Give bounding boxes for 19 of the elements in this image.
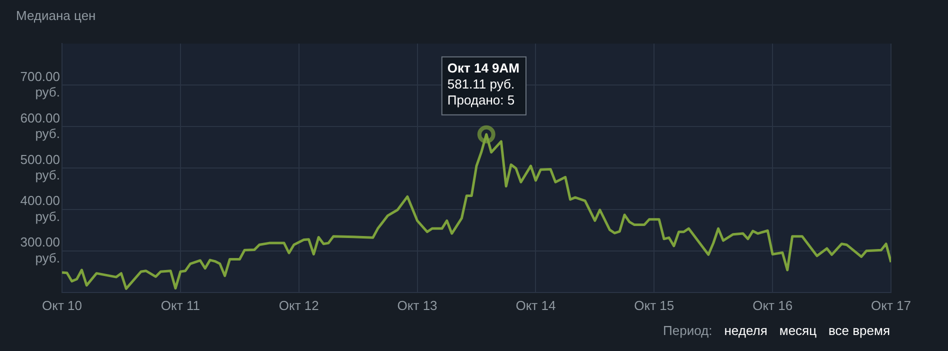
text: Период: <box>663 323 712 338</box>
text: все время <box>828 323 890 338</box>
text: неделя <box>724 323 768 338</box>
x-tick-label: Окт 14 <box>516 298 556 313</box>
y-tick-label: 400.00 руб. <box>20 193 60 224</box>
x-tick-label: Окт 12 <box>278 298 319 313</box>
y-tick-label: 700.00 руб. <box>20 68 60 100</box>
text: месяц <box>779 323 817 338</box>
x-tick-label: Окт 11 <box>160 298 200 313</box>
y-tick-label: 600.00 руб. <box>20 110 60 141</box>
x-tick-label: Окт 13 <box>397 298 438 313</box>
y-tick-label: 300.00 руб. <box>20 234 60 266</box>
x-tick-label: Окт 15 <box>634 298 674 313</box>
x-tick-label: Окт 17 <box>871 298 911 313</box>
annotation: Окт 14 9AM 581.11 руб. Продано: 5 <box>447 60 520 108</box>
x-tick-label: Окт 10 <box>42 298 82 313</box>
x-tick-label: Окт 16 <box>752 298 793 313</box>
chart-title: Медиана цен <box>16 8 96 23</box>
y-tick-label: 500.00 руб. <box>20 152 60 182</box>
